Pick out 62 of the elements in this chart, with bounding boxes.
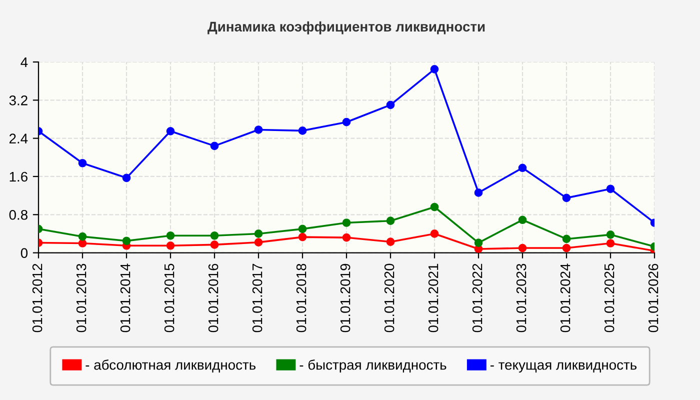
x-tick-label: 01.01.2021 xyxy=(428,264,438,332)
point xyxy=(430,64,439,74)
x-tick-label: 01.01.2019 xyxy=(340,264,350,332)
point xyxy=(518,244,527,252)
point xyxy=(606,239,615,248)
x-tick-label: 01.01.2026 xyxy=(648,264,658,332)
legend-label: - быстрая ликвидность xyxy=(300,359,446,373)
point xyxy=(122,236,131,246)
x-tick-label: 01.01.2023 xyxy=(516,264,526,332)
point xyxy=(562,244,571,252)
point xyxy=(210,240,219,249)
point xyxy=(254,238,263,246)
point xyxy=(342,218,351,227)
point xyxy=(122,174,131,182)
point xyxy=(606,230,615,239)
y-tick-label: 4 xyxy=(20,57,28,68)
point xyxy=(518,164,527,172)
point xyxy=(518,216,527,224)
y-tick-label: 0 xyxy=(20,248,28,258)
x-tick-label: 01.01.2022 xyxy=(472,264,482,332)
point xyxy=(474,188,483,197)
x-tick-label: 01.01.2014 xyxy=(120,264,130,332)
point xyxy=(78,158,87,168)
x-tick-label: 01.01.2018 xyxy=(296,264,306,332)
point xyxy=(342,233,351,242)
x-tick-label: 01.01.2025 xyxy=(604,264,614,332)
point xyxy=(298,126,307,135)
point xyxy=(210,142,219,150)
point xyxy=(298,224,307,234)
legend-label: - абсолютная ликвидность xyxy=(86,359,256,372)
point xyxy=(342,118,351,126)
point xyxy=(298,232,307,242)
y-tick-label: 1.6 xyxy=(10,172,28,182)
point xyxy=(562,194,571,202)
point xyxy=(166,241,175,250)
y-tick-label: 3.2 xyxy=(9,95,28,106)
point xyxy=(78,232,87,241)
point xyxy=(430,230,439,238)
point xyxy=(254,230,263,238)
point xyxy=(474,238,483,247)
x-tick-label: 01.01.2024 xyxy=(560,264,570,332)
y-tick-label: 0.8 xyxy=(9,210,28,220)
x-tick-label: 01.01.2013 xyxy=(76,264,86,332)
point xyxy=(386,238,395,246)
x-tick-label: 01.01.2015 xyxy=(164,264,174,332)
y-tick-label: 2.4 xyxy=(9,134,28,144)
x-tick-label: 01.01.2016 xyxy=(208,264,218,332)
point xyxy=(606,184,615,194)
point xyxy=(386,216,395,226)
chart-title: Динамика коэффициентов ликвидности xyxy=(208,21,485,34)
point xyxy=(166,231,175,240)
point xyxy=(562,234,571,244)
point xyxy=(166,127,175,136)
x-tick-label: 01.01.2012 xyxy=(32,264,42,332)
point xyxy=(386,100,395,110)
point xyxy=(78,239,87,248)
point xyxy=(210,231,219,240)
x-tick-label: 01.01.2020 xyxy=(384,264,394,332)
point xyxy=(254,126,263,134)
legend-label: - текущая ликвидность xyxy=(490,362,637,373)
x-tick-label: 01.01.2017 xyxy=(252,264,262,332)
point xyxy=(430,202,439,212)
